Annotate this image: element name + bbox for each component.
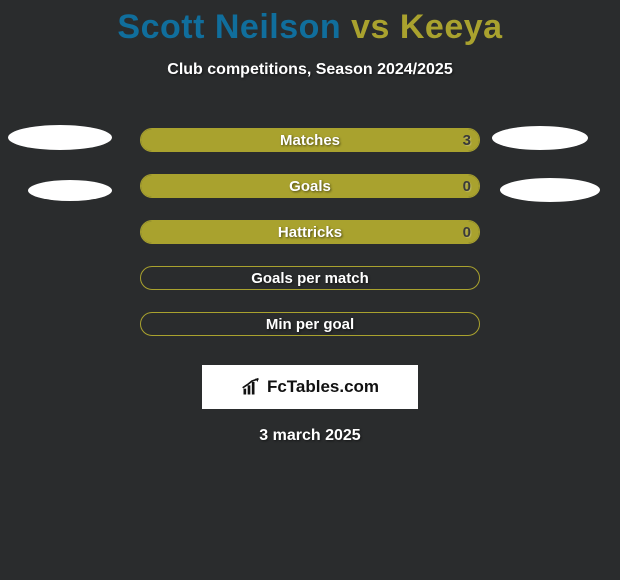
page-title: Scott Neilson vs Keeya <box>0 0 620 47</box>
stat-bar-fill <box>141 175 479 197</box>
player2-name: Keeya <box>400 8 503 46</box>
branding-text: FcTables.com <box>267 377 379 397</box>
chart-icon <box>241 377 261 397</box>
left-ellipse <box>8 125 112 150</box>
stat-row: Min per goal <box>0 301 620 347</box>
footer-date: 3 march 2025 <box>0 427 620 445</box>
stat-bar-fill <box>141 129 479 151</box>
right-ellipse <box>492 126 588 150</box>
comparison-infographic: Scott Neilson vs Keeya Club competitions… <box>0 0 620 580</box>
stat-bar: Matches3 <box>140 128 480 152</box>
stat-bar: Min per goal <box>140 312 480 336</box>
branding-box: FcTables.com <box>202 365 418 409</box>
stat-bar: Hattricks0 <box>140 220 480 244</box>
stat-value: 0 <box>463 221 471 243</box>
stat-row: Hattricks0 <box>0 209 620 255</box>
stat-label: Goals per match <box>141 267 479 289</box>
stat-value: 0 <box>463 175 471 197</box>
player1-name: Scott Neilson <box>117 8 341 46</box>
stat-bar-fill <box>141 221 479 243</box>
stat-row: Goals per match <box>0 255 620 301</box>
stat-value: 3 <box>463 129 471 151</box>
stat-label: Min per goal <box>141 313 479 335</box>
right-ellipse <box>500 178 600 202</box>
vs-text: vs <box>341 8 400 46</box>
stat-bar: Goals per match <box>140 266 480 290</box>
chart-area: Matches3 Goals0 Hattricks0 Goals per match M… <box>0 117 620 347</box>
left-ellipse <box>28 180 112 201</box>
stat-bar: Goals0 <box>140 174 480 198</box>
subtitle: Club competitions, Season 2024/2025 <box>0 61 620 79</box>
